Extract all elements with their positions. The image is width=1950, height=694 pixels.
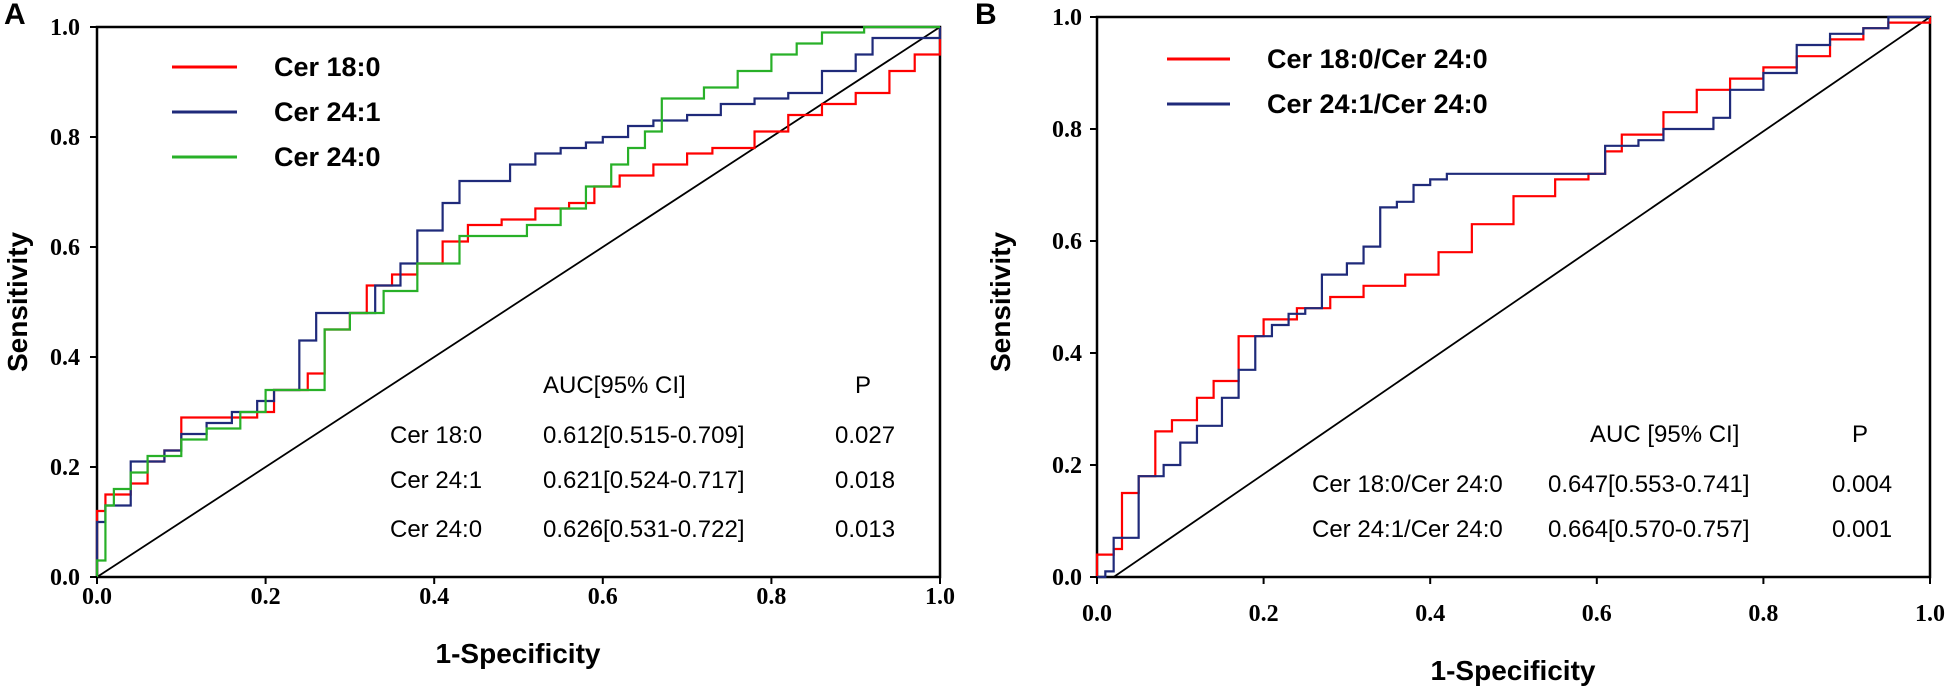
x-tick-label: 0.0	[1082, 601, 1112, 627]
panel-b-series-layer	[1095, 15, 1932, 579]
x-tick-label: 0.2	[251, 584, 281, 610]
panel-b-y-axis-label: Sensitivity	[985, 232, 1016, 372]
panel-b-reference-line	[1113, 16, 1931, 578]
y-tick-label: 0.8	[50, 125, 80, 151]
table-header-auc: AUC [95% CI]	[1590, 421, 1739, 448]
roc-curve-cer-18-0-cer-24-0	[1095, 17, 1932, 577]
table-row-label: Cer 24:1/Cer 24:0	[1312, 516, 1503, 543]
y-tick-label: 0.2	[1052, 453, 1082, 479]
table-row-auc: 0.626[0.531-0.722]	[543, 516, 745, 543]
legend-label-cer-18-0: Cer 18:0	[274, 52, 381, 82]
panel-a-letter: A	[4, 0, 26, 31]
table-row-auc: 0.664[0.570-0.757]	[1548, 516, 1750, 543]
panel-a-y-axis-label: Sensitivity	[2, 232, 33, 372]
panel-a-legend: Cer 18:0 Cer 24:1 Cer 24:0	[172, 52, 381, 172]
y-tick-label: 0.8	[1052, 117, 1082, 143]
panel-b-letter: B	[975, 0, 997, 31]
table-row-p: 0.013	[835, 516, 895, 543]
table-row-label: Cer 18:0/Cer 24:0	[1312, 471, 1503, 498]
roc-curve-cer-24-1-cer-24-0	[1097, 15, 1930, 579]
table-row-label: Cer 24:0	[390, 516, 482, 543]
legend-label-cer-24-1-24-0: Cer 24:1/Cer 24:0	[1267, 89, 1488, 119]
panel-a-tick-layer: 0.0 0.2 0.4 0.6 0.8 1.0 0.0 0.2 0.4 0.6 0.8 1.0	[50, 15, 955, 610]
panel-b: B 0.0 0.2 0.4 0.6 0.8 1.0 0.0 0.2 0.4 0.6 0.8 1.0 1…	[975, 0, 1945, 686]
table-row-auc: 0.612[0.515-0.709]	[543, 422, 745, 449]
table-row-p: 0.001	[1832, 516, 1892, 543]
y-tick-label: 0.4	[50, 345, 80, 371]
roc-curve-cer-24-1	[95, 27, 942, 577]
table-row-p: 0.027	[835, 422, 895, 449]
panel-b-tick-layer: 0.0 0.2 0.4 0.6 0.8 1.0 0.0 0.2 0.4 0.6 0.8 1.0	[1052, 5, 1945, 627]
table-row-label: Cer 18:0	[390, 422, 482, 449]
x-tick-label: 0.6	[1582, 601, 1612, 627]
panel-a-x-axis-label: 1-Specificity	[436, 638, 601, 669]
x-tick-label: 0.4	[419, 584, 449, 610]
legend-label-cer-24-0: Cer 24:0	[274, 142, 381, 172]
x-tick-label: 1.0	[925, 584, 955, 610]
x-tick-label: 0.8	[756, 584, 786, 610]
legend-label-cer-18-0-24-0: Cer 18:0/Cer 24:0	[1267, 44, 1488, 74]
table-header-auc: AUC[95% CI]	[543, 372, 686, 399]
table-row-p: 0.018	[835, 467, 895, 494]
panel-a-auc-table: AUC[95% CI] P Cer 18:0 0.612[0.515-0.709…	[390, 372, 895, 543]
y-tick-label: 1.0	[50, 15, 80, 41]
roc-curve-cer-24-0	[95, 25, 940, 577]
x-tick-label: 1.0	[1915, 601, 1945, 627]
x-tick-label: 0.4	[1415, 601, 1445, 627]
panel-b-frame	[1095, 15, 1932, 579]
legend-label-cer-24-1: Cer 24:1	[274, 97, 381, 127]
panel-a: A 0.0 0.2 0.4 0.6 0.8 1.0 0.0 0.2 0.4 0.6 0.8 1.0 1…	[2, 0, 955, 669]
panel-a-frame	[95, 25, 942, 579]
panel-b-legend: Cer 18:0/Cer 24:0 Cer 24:1/Cer 24:0	[1167, 44, 1488, 119]
panel-b-x-axis-label: 1-Specificity	[1431, 655, 1596, 686]
table-header-p: P	[855, 372, 871, 399]
table-row-label: Cer 24:1	[390, 467, 482, 494]
y-tick-label: 0.0	[50, 565, 80, 591]
panel-b-auc-table: AUC [95% CI] P Cer 18:0/Cer 24:0 0.647[0…	[1312, 421, 1892, 543]
x-tick-label: 0.0	[82, 584, 112, 610]
x-tick-label: 0.6	[588, 584, 618, 610]
y-tick-label: 0.4	[1052, 341, 1082, 367]
y-tick-label: 0.0	[1052, 565, 1082, 591]
x-tick-label: 0.8	[1748, 601, 1778, 627]
panel-a-series-layer	[95, 25, 942, 577]
y-tick-label: 1.0	[1052, 5, 1082, 31]
panel-a-reference-line	[96, 26, 941, 578]
table-header-p: P	[1852, 421, 1868, 448]
y-tick-label: 0.6	[1052, 229, 1082, 255]
y-tick-label: 0.2	[50, 455, 80, 481]
x-tick-label: 0.2	[1249, 601, 1279, 627]
table-row-auc: 0.621[0.524-0.717]	[543, 467, 745, 494]
y-tick-label: 0.6	[50, 235, 80, 261]
table-row-p: 0.004	[1832, 471, 1892, 498]
table-row-auc: 0.647[0.553-0.741]	[1548, 471, 1750, 498]
